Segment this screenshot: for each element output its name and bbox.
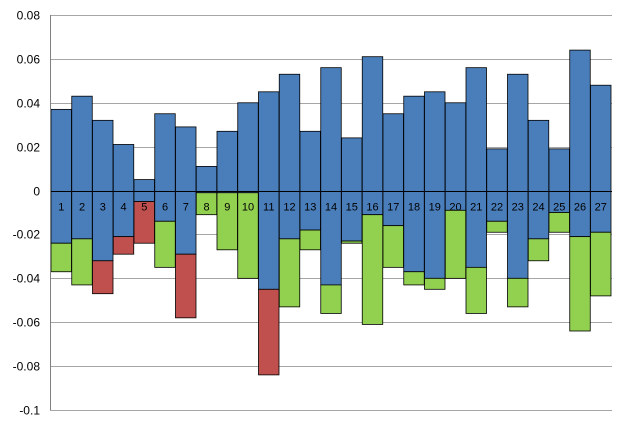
bar-segment <box>548 212 570 233</box>
y-tick-label: 0.04 <box>17 97 41 111</box>
y-tick-label: -0.02 <box>13 228 41 242</box>
category-label: 26 <box>574 202 586 214</box>
bar-segment <box>50 108 72 244</box>
bar-segment <box>527 238 550 262</box>
bar-segment <box>278 238 301 308</box>
category-labels: 1 2 3 4 5 6 7 8 9 10 11 12 13 14 15 16 17 18 19 20 21 22 23 24 2… <box>58 202 607 214</box>
bar-segment <box>175 126 197 255</box>
bar-segment <box>569 236 591 332</box>
category-label: 4 <box>120 202 126 214</box>
bar-segment <box>278 73 301 240</box>
category-label: 1 <box>58 202 64 214</box>
bar-segment <box>299 229 321 251</box>
bar-segment <box>590 231 612 297</box>
y-tick-label: 0.06 <box>17 53 41 67</box>
bar-segment <box>154 220 176 268</box>
y-tick-label: 0 <box>33 185 40 199</box>
bar-segment <box>424 91 446 279</box>
bar-segment <box>341 240 363 244</box>
category-label: 17 <box>387 202 399 214</box>
category-label: 7 <box>183 202 189 214</box>
category-label: 12 <box>283 202 295 214</box>
bar-segment <box>216 130 238 194</box>
y-tick-label: -0.1 <box>19 404 40 418</box>
bar-segment <box>112 144 135 238</box>
category-label: 21 <box>470 202 482 214</box>
axes <box>50 15 612 410</box>
bar-segment <box>444 102 467 211</box>
bar-segment <box>237 102 259 194</box>
bar-segment <box>361 214 384 325</box>
category-label: 9 <box>224 202 230 214</box>
category-label: 11 <box>263 202 274 214</box>
category-label: 5 <box>141 202 147 214</box>
bar-segment <box>341 137 363 242</box>
bar-segment <box>50 242 72 273</box>
bar-segment <box>258 91 280 290</box>
category-label: 10 <box>242 202 254 214</box>
bar-segment <box>527 119 550 240</box>
category-label: 19 <box>429 202 441 214</box>
category-label: 16 <box>366 202 378 214</box>
bar-segment <box>465 266 487 314</box>
bar-segment <box>507 277 529 308</box>
bar-segment <box>507 73 529 279</box>
category-label: 18 <box>408 202 420 214</box>
bar-segment <box>71 95 93 240</box>
bar-segment <box>361 56 384 216</box>
y-tick-label: -0.06 <box>13 316 41 330</box>
y-tick-label: 0.08 <box>17 9 41 23</box>
bar-segment <box>92 119 114 262</box>
category-label: 6 <box>162 202 168 214</box>
bar-segment <box>237 192 259 279</box>
bar-segment <box>403 95 425 273</box>
category-label: 25 <box>553 202 565 214</box>
bar-segment <box>133 179 155 202</box>
category-label: 20 <box>449 202 461 214</box>
category-label: 15 <box>346 202 358 214</box>
category-label: 2 <box>79 202 85 214</box>
category-label: 13 <box>304 202 316 214</box>
y-tick-label: -0.04 <box>13 272 41 286</box>
bar-segment <box>112 236 135 255</box>
bar-segment <box>320 284 342 314</box>
bar-segment <box>195 166 218 194</box>
bar-segment <box>486 220 508 233</box>
category-label: 23 <box>512 202 524 214</box>
category-label: 14 <box>325 202 337 214</box>
bar-segment <box>403 271 425 286</box>
y-tick-label: 0.02 <box>17 141 41 155</box>
y-tick-labels: 0.08 0.06 0.04 0.02 0 -0.02 -0.04 -0.06 -0.08 -0.… <box>13 9 41 418</box>
y-tick-label: -0.08 <box>13 360 41 374</box>
category-label: 27 <box>595 202 607 214</box>
bar-segment <box>299 130 321 231</box>
bar-segment <box>382 225 404 268</box>
category-label: 24 <box>532 202 544 214</box>
category-label: 3 <box>100 202 106 214</box>
bar-segment <box>258 288 280 376</box>
bars <box>50 49 612 376</box>
bar-segment <box>175 253 197 319</box>
bar-segment <box>71 238 93 286</box>
bar-segment <box>133 201 155 244</box>
bar-segment <box>424 277 446 290</box>
category-label: 22 <box>491 202 503 214</box>
bar-segment <box>92 260 114 295</box>
bar-segment <box>465 67 487 268</box>
bar-segment <box>444 209 467 279</box>
bar-segment <box>320 67 342 286</box>
category-label: 8 <box>203 202 209 214</box>
